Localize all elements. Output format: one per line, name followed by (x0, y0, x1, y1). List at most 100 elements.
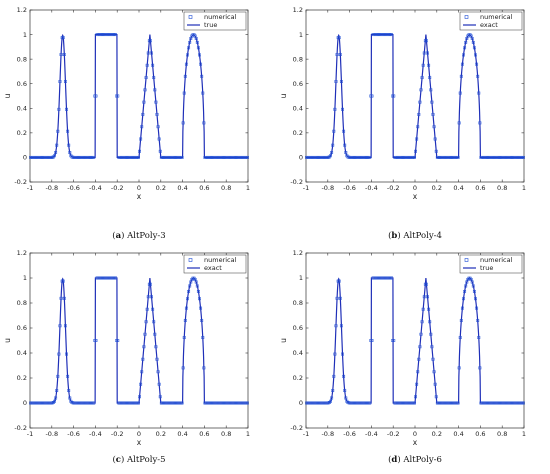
y-tick-label: 0.2 (293, 129, 303, 137)
x-tick-label: 0 (413, 184, 417, 192)
data-point (53, 154, 56, 158)
data-point (180, 401, 184, 405)
data-point (429, 88, 433, 92)
data-point (472, 46, 476, 50)
data-point (370, 339, 374, 342)
legend-marker-icon (188, 258, 193, 262)
legend-label: numerical (480, 13, 513, 21)
data-point (61, 279, 65, 283)
data-point (180, 155, 184, 159)
data-point (478, 366, 482, 370)
data-point (146, 51, 150, 55)
data-point (55, 389, 59, 393)
data-point (62, 53, 66, 56)
data-point (333, 352, 337, 356)
x-tick-label: -0.6 (343, 430, 356, 438)
data-point (420, 320, 424, 324)
data-point (333, 107, 337, 111)
x-axis-label: x (413, 192, 418, 201)
data-point (431, 112, 435, 116)
data-point (420, 76, 424, 80)
data-point (424, 282, 428, 286)
x-tick-label: -0.6 (343, 184, 356, 192)
x-tick-label: 0.6 (475, 184, 485, 192)
data-point (457, 366, 461, 370)
data-point (475, 306, 479, 310)
data-point (194, 37, 198, 40)
data-point (478, 121, 482, 125)
data-point (142, 100, 146, 104)
chart-panel: -1 -0.8 -0.6 -0.4 -0.2 0 0.2 0.4 0.6 0.8 1 -0.2 0 0.2… (3, 249, 250, 465)
data-point (157, 382, 161, 386)
data-point (331, 389, 335, 393)
data-point (140, 370, 144, 374)
data-point (143, 88, 147, 92)
data-point (415, 137, 419, 141)
data-point (329, 154, 332, 158)
data-point (474, 53, 477, 57)
x-tick-label: -0.4 (365, 184, 378, 192)
x-axis-label: x (413, 438, 418, 447)
data-point (200, 74, 204, 78)
data-point (182, 336, 186, 339)
legend-label: numerical (204, 13, 237, 21)
data-point (341, 352, 344, 356)
figure-caption: (b) AltPoly-4 (388, 230, 442, 241)
data-point (198, 53, 201, 57)
data-point (158, 149, 162, 153)
data-point (55, 143, 59, 147)
data-point (154, 100, 158, 104)
data-point (63, 80, 67, 83)
y-tick-label: 0.6 (293, 80, 303, 88)
data-point (196, 289, 200, 293)
data-point (92, 401, 96, 405)
series-line-exact (30, 277, 248, 404)
x-tick-label: -0.8 (45, 430, 58, 438)
data-point (65, 352, 68, 356)
data-point (150, 295, 153, 299)
data-point (68, 151, 72, 154)
series-line-true (306, 277, 524, 404)
x-tick-label: 0.4 (177, 430, 187, 438)
data-point (456, 155, 460, 159)
data-point (67, 389, 71, 393)
data-point (155, 112, 159, 116)
data-point (368, 155, 372, 159)
data-point (142, 345, 146, 349)
y-tick-label: 0 (299, 399, 303, 407)
data-point (181, 121, 185, 125)
data-point (187, 289, 191, 293)
data-point (522, 155, 525, 159)
data-point (460, 306, 464, 310)
data-point (58, 324, 62, 328)
data-point (434, 395, 438, 399)
y-tick-label: 0.8 (293, 55, 303, 63)
figure-caption: (d) AltPoly-6 (388, 454, 442, 465)
data-point (458, 336, 462, 339)
x-tick-label: -1 (303, 430, 309, 438)
data-point (144, 320, 148, 324)
y-tick-label: 0.6 (17, 324, 27, 332)
data-point (368, 401, 372, 405)
data-point (56, 374, 60, 378)
data-point (148, 282, 152, 286)
data-point (462, 53, 465, 57)
y-tick-label: 0.8 (17, 299, 27, 307)
data-point (522, 401, 525, 405)
caption-open-paren: ( (112, 230, 115, 241)
data-point (202, 366, 206, 370)
data-point (459, 74, 463, 78)
data-point (56, 129, 60, 133)
data-point (418, 345, 422, 349)
figure-caption: (a) AltPoly-3 (112, 230, 165, 241)
x-tick-label: -0.2 (111, 430, 124, 438)
data-point (183, 74, 187, 78)
data-point (342, 129, 346, 133)
y-tick-label: 0 (299, 154, 303, 162)
data-point (332, 374, 336, 378)
x-tick-label: -0.8 (321, 184, 334, 192)
caption-letter: d (391, 455, 397, 465)
data-point (183, 319, 187, 322)
y-tick-label: 1.2 (293, 249, 303, 257)
data-point (417, 357, 421, 361)
